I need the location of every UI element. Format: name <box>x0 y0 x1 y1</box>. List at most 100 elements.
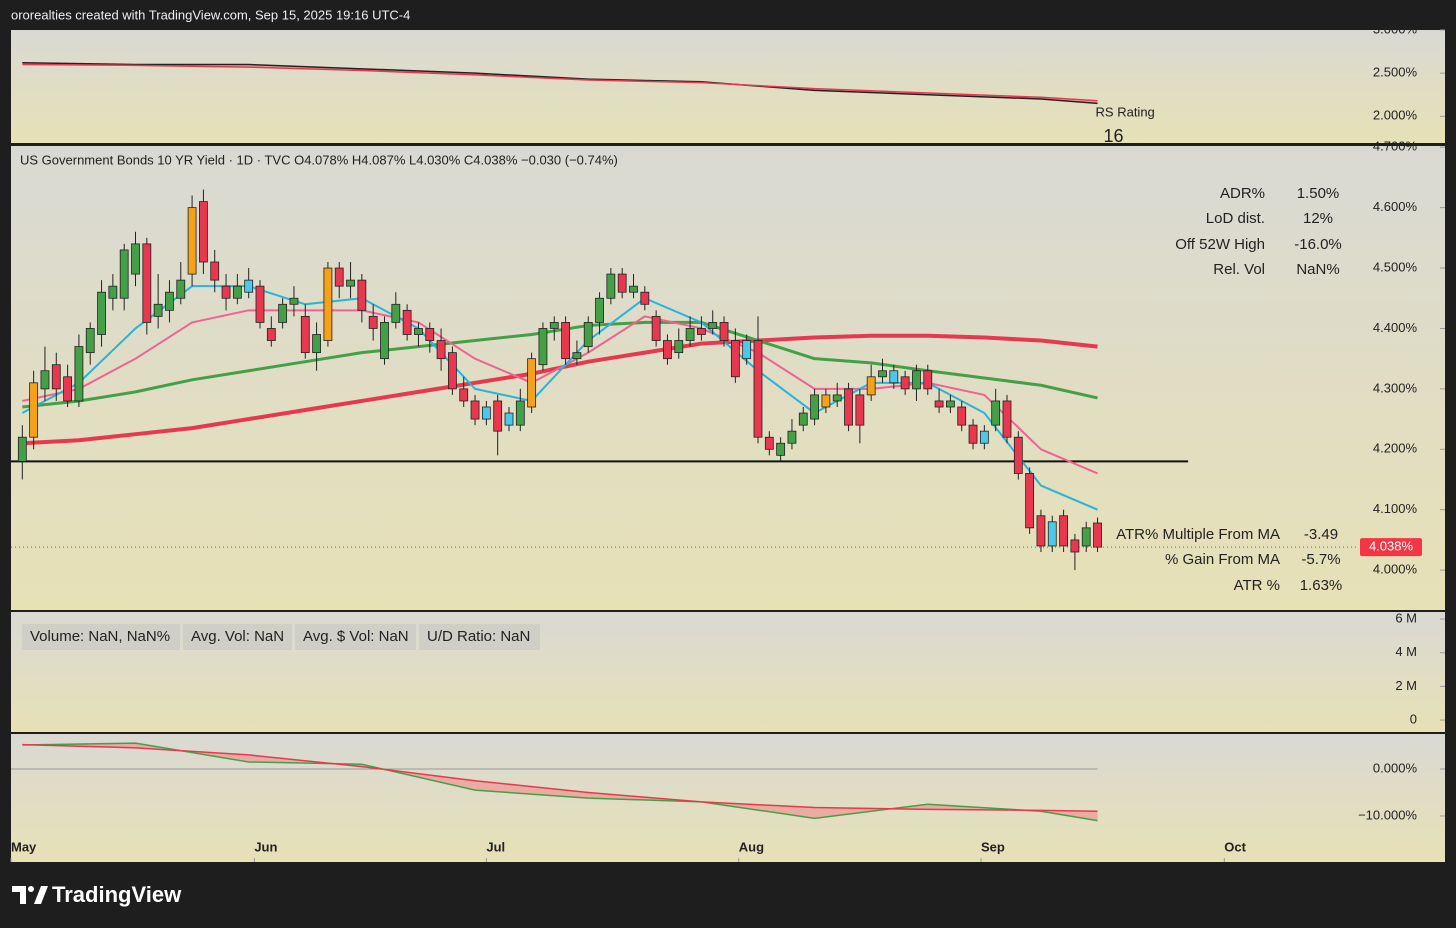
candle-body <box>798 412 808 426</box>
stat-value: -5.7% <box>1301 551 1340 568</box>
candle-body <box>97 291 106 335</box>
candle-body <box>368 315 378 329</box>
candle-body <box>606 273 616 299</box>
candle-body <box>663 340 672 360</box>
x-tick-label: Aug <box>739 839 764 854</box>
candle-body <box>640 291 650 305</box>
candle-body <box>776 442 786 456</box>
y-tick-label: 3.000% <box>1373 21 1418 36</box>
candle-body <box>85 328 95 354</box>
candle-body <box>221 285 231 299</box>
candle-body <box>278 303 288 323</box>
candle-body <box>1059 515 1068 547</box>
x-tick-label: Jul <box>486 839 505 854</box>
legend-box <box>419 624 540 650</box>
candle-body <box>651 315 661 341</box>
candle-body <box>323 267 333 341</box>
candle-body <box>764 436 774 450</box>
candle-body <box>787 430 797 444</box>
y-tick-label: 4.500% <box>1373 259 1418 274</box>
candle-body <box>131 243 140 275</box>
candle-body <box>968 424 978 444</box>
x-tick-label: May <box>11 839 37 854</box>
candle-body <box>493 400 503 432</box>
candle-body <box>176 279 186 299</box>
candle-body <box>481 406 491 420</box>
line <box>22 742 1098 822</box>
stat-label: % Gain From MA <box>1165 551 1280 568</box>
candle-body <box>300 315 310 354</box>
candle-body <box>187 207 197 275</box>
candle-body <box>1025 473 1035 529</box>
candle-body <box>244 279 254 293</box>
y-tick-label: 2.500% <box>1373 65 1418 80</box>
candle-body <box>889 370 899 384</box>
moving-average <box>22 320 1098 409</box>
candle-body <box>1093 522 1102 548</box>
chart-title: US Government Bonds 10 YR Yield · 1D · T… <box>20 152 618 167</box>
candle-body <box>527 358 537 408</box>
y-tick-label: 2.000% <box>1373 108 1418 123</box>
legend-box <box>183 624 292 650</box>
y-tick-label: 2 M <box>1395 678 1417 693</box>
y-tick-label: 4.100% <box>1373 501 1418 516</box>
legend-box <box>22 624 180 650</box>
candle-body <box>425 328 435 341</box>
candle-body <box>448 352 457 390</box>
candle-body <box>1013 436 1023 474</box>
candle-body <box>742 340 752 360</box>
candle-body <box>459 388 469 402</box>
rs-rating: 16 <box>1104 126 1124 146</box>
stat-label: ATR% Multiple From MA <box>1116 526 1280 543</box>
candle-body <box>108 285 118 299</box>
candle-body <box>470 400 480 420</box>
y-tick-label: 4.300% <box>1373 380 1418 395</box>
candle-body <box>346 279 355 287</box>
candle-body <box>946 400 955 408</box>
candle-body <box>629 285 638 293</box>
x-tick-label: Sep <box>981 839 1005 854</box>
candle-body <box>40 370 50 390</box>
header: ororealties created with TradingView.com… <box>11 7 410 22</box>
y-tick-label: 4 M <box>1395 644 1417 659</box>
candle-body <box>1081 527 1091 547</box>
candle-body <box>900 376 910 390</box>
candle-body <box>232 285 242 299</box>
candle-body <box>538 328 548 366</box>
candle-body <box>821 394 831 408</box>
candle-body <box>708 322 718 329</box>
candle-body <box>923 370 933 390</box>
stat-value: 1.63% <box>1300 577 1343 594</box>
candle-body <box>878 370 887 378</box>
candle-body <box>142 243 152 323</box>
candle-body <box>436 340 446 360</box>
candle-body <box>289 297 299 305</box>
candle-body <box>730 340 740 378</box>
stat-value: NaN% <box>1296 261 1339 278</box>
candle-body <box>210 261 220 281</box>
stat-value: 12% <box>1303 210 1333 227</box>
x-tick-label: Jun <box>254 839 277 854</box>
candle-body <box>165 291 174 311</box>
candle-body <box>617 273 627 293</box>
stat-label: ATR % <box>1234 577 1280 594</box>
candle-body <box>583 322 593 347</box>
stat-label: LoD dist. <box>1206 210 1265 227</box>
candle-body <box>29 382 39 438</box>
y-tick-label: 0 <box>1410 711 1417 726</box>
candle-body <box>255 285 265 323</box>
candle-body <box>414 328 423 335</box>
y-tick-label: −10.000% <box>1358 807 1417 822</box>
candle-body <box>1047 521 1057 547</box>
y-tick-label: 4.400% <box>1373 320 1418 335</box>
candle-body <box>991 400 1001 426</box>
legend-text: Avg. Vol: NaN <box>191 628 284 645</box>
stat-value: -16.0% <box>1294 236 1342 253</box>
candle-body <box>74 346 84 402</box>
candle-body <box>334 267 344 287</box>
candle-body <box>832 394 842 402</box>
candle-body <box>1002 400 1012 438</box>
candle-body <box>63 376 72 402</box>
candle-body <box>595 297 604 323</box>
